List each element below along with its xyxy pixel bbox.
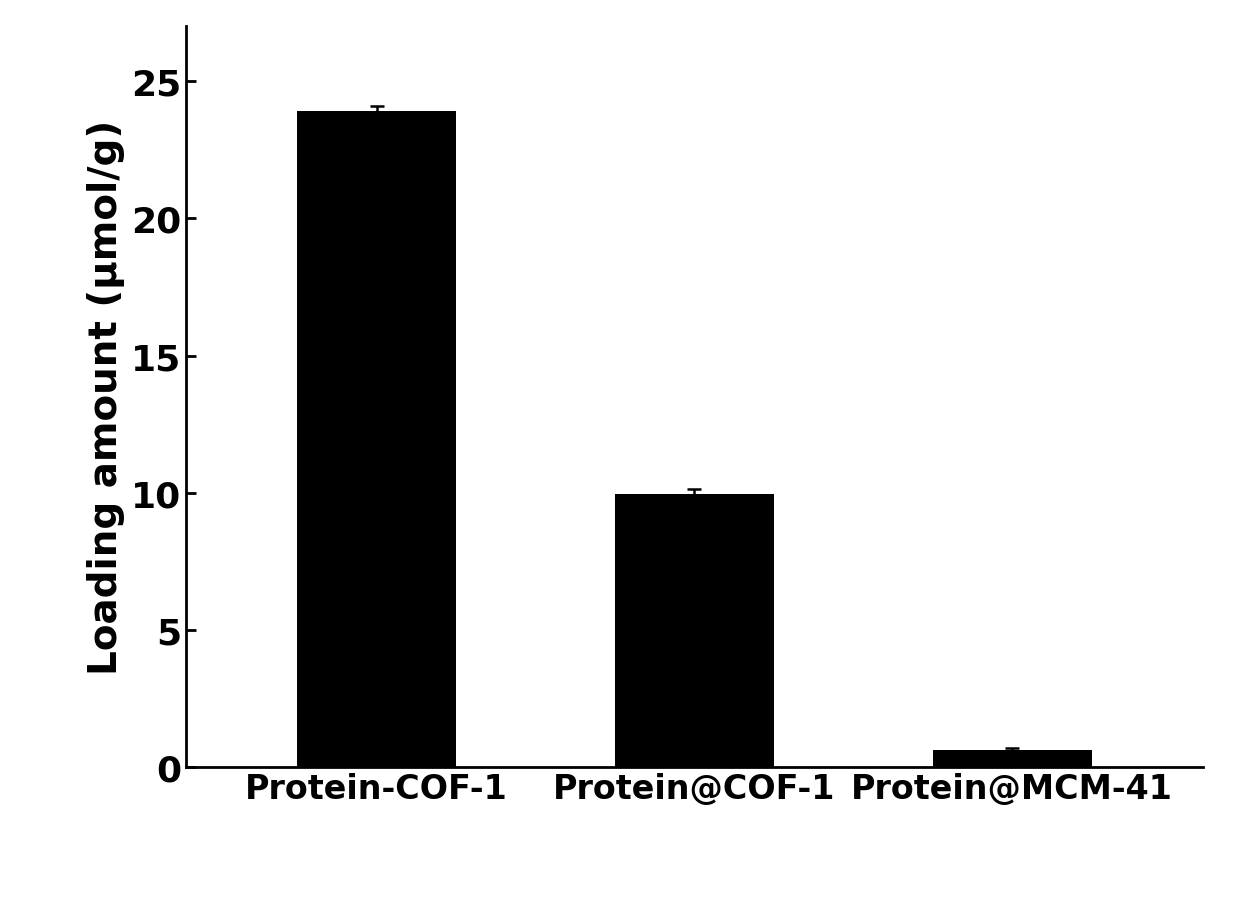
Bar <box>615 495 774 768</box>
Bar <box>298 112 456 768</box>
Y-axis label: Loading amount (μmol/g): Loading amount (μmol/g) <box>87 120 125 675</box>
Bar <box>932 750 1091 768</box>
